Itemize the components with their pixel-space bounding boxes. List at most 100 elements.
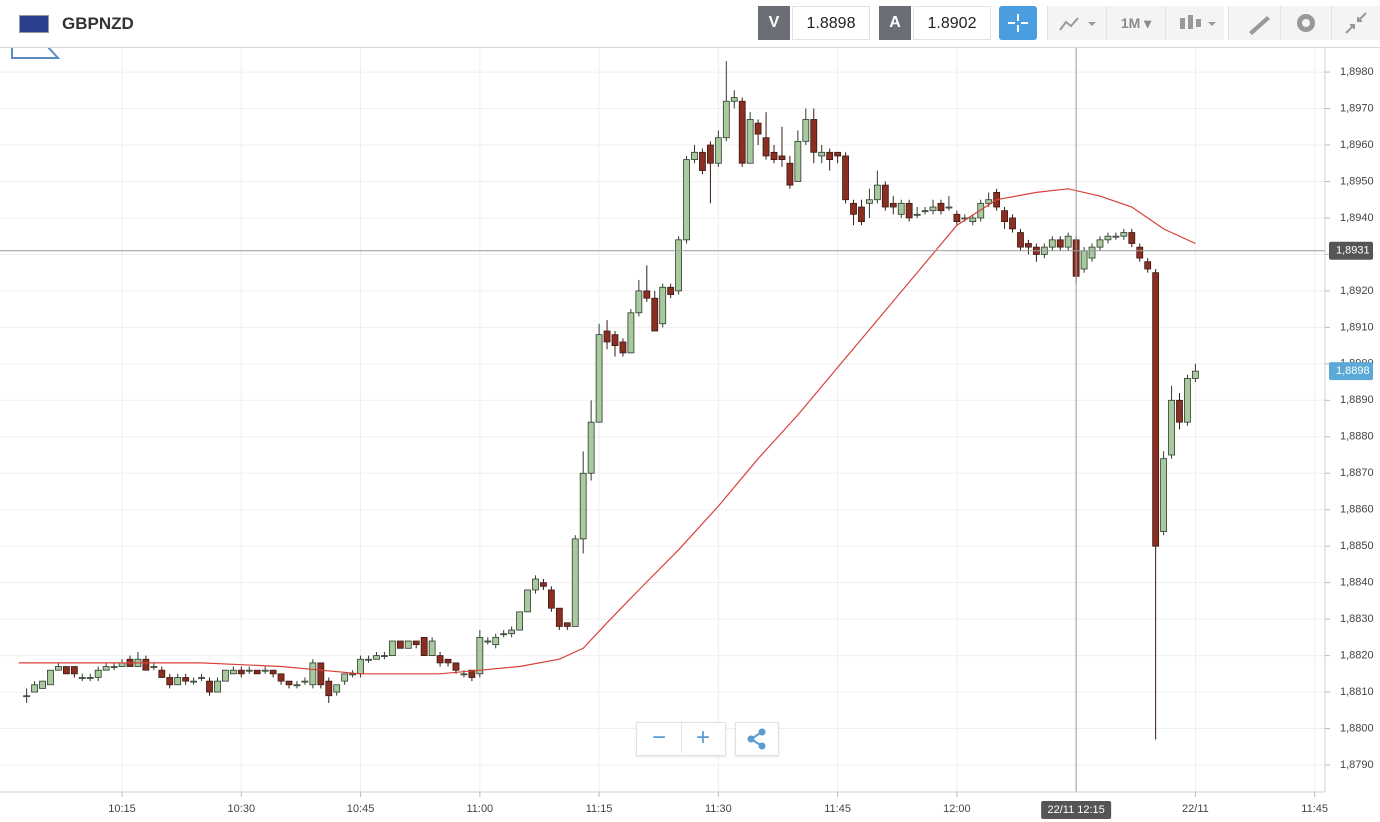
zoom-controls: − + (636, 722, 726, 756)
collapse-icon (1345, 12, 1367, 34)
zoom-in[interactable]: + (695, 724, 710, 751)
candle-body (746, 119, 754, 164)
candle-body (269, 669, 277, 675)
bid-price[interactable]: 1.8898 (792, 6, 870, 40)
candle-body (659, 286, 667, 325)
ask-price[interactable]: 1.8902 (913, 6, 991, 40)
draw-button[interactable] (1228, 6, 1287, 40)
y-tick-label: 1,8810 (1340, 686, 1374, 698)
symbol: GBPNZD (62, 14, 134, 33)
chart-type-button[interactable] (1047, 6, 1106, 40)
x-tick-label: 10:15 (108, 803, 136, 815)
candle-body (1096, 239, 1104, 248)
candle-icon (1180, 15, 1216, 29)
candle-body (508, 629, 516, 635)
candle-body (381, 655, 388, 657)
candle-body (476, 636, 484, 675)
candle-body (436, 655, 444, 664)
candle-body (842, 155, 849, 201)
candle-body (1064, 235, 1072, 248)
y-tick-label: 1,8840 (1340, 577, 1374, 589)
y-tick-label: 1,8920 (1340, 285, 1374, 297)
candle-body (770, 151, 778, 160)
timeframe-button[interactable]: 1M ▾ (1106, 6, 1165, 40)
candle-body (1160, 458, 1167, 532)
candle-body (540, 582, 547, 587)
candle-body (850, 202, 857, 215)
candle-body (524, 589, 531, 613)
candle-body (627, 312, 635, 354)
candle-body (786, 162, 794, 186)
candle-body (341, 673, 349, 682)
candle-body (452, 662, 460, 671)
y-tick-label: 1,8960 (1340, 139, 1374, 151)
candle-body (1056, 239, 1064, 248)
candle-body (444, 658, 452, 664)
candle-button[interactable] (1165, 6, 1224, 40)
candle-body (261, 669, 269, 672)
candle-body (1152, 272, 1160, 547)
candle-body (579, 472, 587, 540)
candle-body (62, 666, 70, 675)
gear-icon (1297, 14, 1315, 32)
y-tick-label: 1,8950 (1340, 175, 1374, 187)
candle-body (484, 640, 492, 643)
candle-body (826, 151, 834, 160)
fullscreen-button[interactable] (1331, 6, 1380, 40)
candle-body (929, 206, 937, 212)
candle-body (357, 658, 364, 675)
candle-body (214, 680, 221, 693)
candle-body (182, 677, 190, 682)
candle-body (1176, 399, 1183, 423)
candle-body (1112, 235, 1120, 238)
zoom-out[interactable]: − (638, 723, 682, 753)
candle-body (39, 680, 46, 689)
candle-body (762, 137, 770, 157)
candle-body (651, 297, 659, 332)
candle-body (412, 640, 420, 646)
candle-body (1080, 250, 1088, 270)
candle-body (23, 695, 31, 698)
candle-body (31, 684, 38, 693)
candle-body (1144, 261, 1152, 270)
candle-body (619, 341, 627, 354)
candle-body (102, 666, 110, 671)
y-tick-label: 1,8800 (1340, 722, 1374, 734)
candle-body (404, 640, 412, 649)
candle-body (55, 666, 62, 671)
candle-body (309, 662, 317, 686)
moving-average (18, 188, 1196, 675)
candle-body (675, 239, 683, 292)
candle-body (293, 684, 301, 687)
candle-body (150, 666, 158, 668)
y-tick-label: 1,8880 (1340, 431, 1374, 443)
toolbar: GBPNZD V 1.8898 A 1.8902 1M ▾ (0, 0, 1380, 48)
candle-body (905, 202, 913, 219)
candle-body (873, 184, 881, 201)
candle-body (913, 213, 921, 216)
line-icon (1059, 17, 1096, 31)
candle-body (595, 334, 603, 423)
candle-body (1104, 235, 1112, 241)
candle-body (237, 669, 245, 675)
candle-body (1192, 370, 1199, 379)
settings-button[interactable] (1280, 6, 1331, 40)
crosshair-button[interactable] (999, 6, 1037, 40)
y-tick-label: 1,8970 (1340, 102, 1374, 114)
share-button[interactable] (735, 722, 779, 756)
candle-body (1088, 246, 1096, 259)
candle-body (428, 640, 436, 657)
candle-body (699, 151, 706, 171)
x-tick-label: 11:15 (586, 803, 613, 815)
candle-body (388, 640, 396, 657)
candle-body (754, 122, 762, 135)
candle-body (1017, 232, 1024, 248)
bid-tag[interactable]: V (758, 6, 790, 40)
candle-body (301, 680, 309, 683)
x-tick-label: 12:00 (943, 803, 971, 815)
candle-body (349, 673, 357, 676)
ask-tag[interactable]: A (879, 6, 911, 40)
candle-body (1048, 239, 1056, 248)
